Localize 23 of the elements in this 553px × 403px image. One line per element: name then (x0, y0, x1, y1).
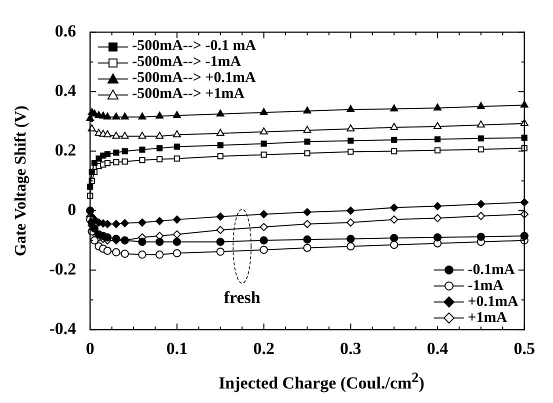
legend-label: -0.1mA (468, 262, 515, 278)
y-tick-label: 0.2 (54, 140, 76, 160)
x-tick-label: 0.1 (166, 339, 188, 358)
legend-label: -1mA (468, 278, 504, 294)
legend-label: +1mA (468, 310, 508, 326)
y-tick-label: 0.4 (54, 81, 77, 100)
y-tick-label: 0 (68, 200, 76, 220)
y-axis-title: Gate Voltage Shift (V) (12, 106, 30, 256)
x-tick-label: 0 (86, 339, 94, 358)
y-tick-label: -0.4 (49, 318, 77, 338)
x-tick-label: 0.5 (514, 339, 535, 358)
legend-label: -500mA--> -0.1 mA (132, 38, 256, 54)
legend-label: +0.1mA (468, 294, 518, 310)
x-tick-label: 0.2 (253, 339, 274, 358)
x-tick-label: 0.3 (340, 339, 362, 358)
legend-label: -500mA--> -1mA (132, 54, 242, 70)
annotation: fresh (224, 288, 261, 308)
y-tick-label: -0.2 (49, 260, 76, 279)
y-tick-label: 0.6 (54, 22, 76, 41)
legend-label: -500mA--> +1mA (132, 86, 245, 102)
x-axis-title: Injected Charge (Coul./cm$^{2}$) (218, 370, 426, 394)
x-tick-label: 0.4 (426, 339, 449, 358)
legend-label: -500mA--> +0.1mA (132, 70, 256, 86)
